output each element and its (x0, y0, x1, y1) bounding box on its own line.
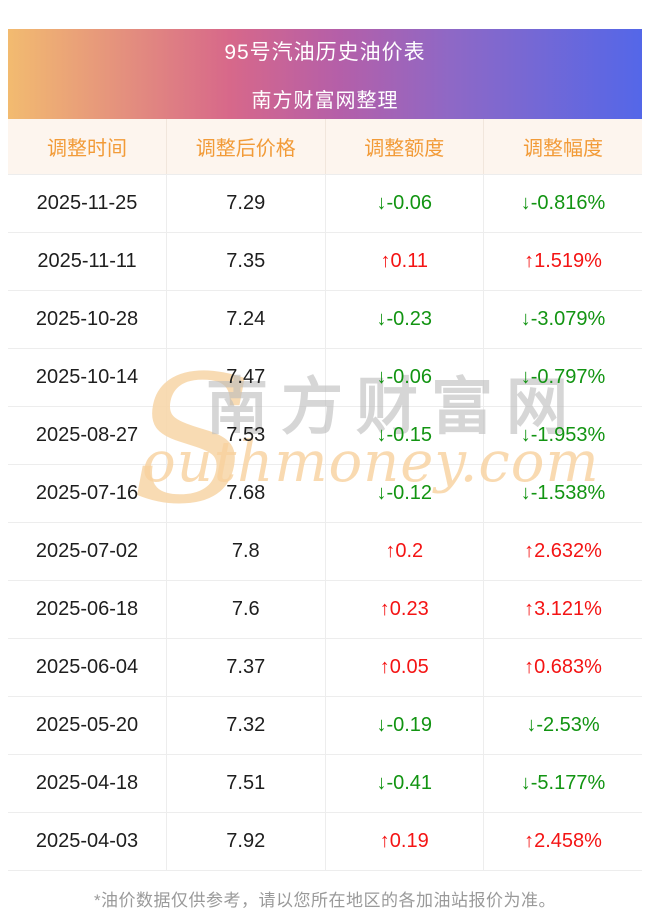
price-table: 调整时间 调整后价格 调整额度 调整幅度 2025-11-25 7.29 ↓-0… (8, 119, 642, 871)
cell-pct: ↑2.632% (483, 522, 642, 581)
cell-pct: ↓-0.816% (483, 174, 642, 233)
cell-change: ↑0.2 (325, 522, 484, 581)
cell-date: 2025-04-18 (8, 754, 167, 813)
cell-change: ↑0.05 (325, 638, 484, 697)
cell-change: ↑0.11 (325, 232, 484, 291)
cell-pct: ↑2.458% (483, 812, 642, 871)
page-subtitle: 南方财富网整理 (251, 89, 399, 112)
table-row: 2025-04-03 7.92 ↑0.19 ↑2.458% (8, 812, 642, 871)
cell-pct: ↑0.683% (483, 638, 642, 697)
col-header-price-after: 调整后价格 (166, 119, 326, 175)
cell-price: 7.29 (166, 174, 326, 233)
cell-pct: ↓-2.53% (483, 696, 642, 755)
table-row: 2025-10-28 7.24 ↓-0.23 ↓-3.079% (8, 290, 642, 349)
cell-pct: ↑3.121% (483, 580, 642, 639)
table-row: 2025-06-18 7.6 ↑0.23 ↑3.121% (8, 580, 642, 639)
cell-pct: ↑1.519% (483, 232, 642, 291)
cell-change: ↓-0.06 (325, 348, 484, 407)
col-header-adjust-amount: 调整额度 (325, 119, 484, 175)
col-header-adjust-pct: 调整幅度 (483, 119, 642, 175)
cell-price: 7.8 (166, 522, 326, 581)
cell-price: 7.68 (166, 464, 326, 523)
table-row: 2025-07-16 7.68 ↓-0.12 ↓-1.538% (8, 464, 642, 523)
table-row: 2025-07-02 7.8 ↑0.2 ↑2.632% (8, 522, 642, 581)
cell-date: 2025-06-18 (8, 580, 167, 639)
cell-price: 7.53 (166, 406, 326, 465)
cell-pct: ↓-3.079% (483, 290, 642, 349)
table-row: 2025-11-11 7.35 ↑0.11 ↑1.519% (8, 232, 642, 291)
cell-date: 2025-04-03 (8, 812, 167, 871)
cell-pct: ↓-1.538% (483, 464, 642, 523)
table-row: 2025-10-14 7.47 ↓-0.06 ↓-0.797% (8, 348, 642, 407)
cell-date: 2025-08-27 (8, 406, 167, 465)
cell-change: ↑0.19 (325, 812, 484, 871)
price-table-wrap: 调整时间 调整后价格 调整额度 调整幅度 2025-11-25 7.29 ↓-0… (8, 119, 642, 871)
cell-change: ↓-0.23 (325, 290, 484, 349)
col-header-adjust-time: 调整时间 (8, 119, 167, 175)
cell-date: 2025-07-16 (8, 464, 167, 523)
table-header: 调整时间 调整后价格 调整额度 调整幅度 (8, 119, 642, 175)
cell-change: ↑0.23 (325, 580, 484, 639)
cell-price: 7.51 (166, 754, 326, 813)
cell-change: ↓-0.19 (325, 696, 484, 755)
banner: 95号汽油历史油价表 南方财富网整理 (8, 29, 642, 119)
table-body: 2025-11-25 7.29 ↓-0.06 ↓-0.816% 2025-11-… (8, 174, 642, 871)
cell-price: 7.32 (166, 696, 326, 755)
cell-price: 7.35 (166, 232, 326, 291)
cell-date: 2025-10-28 (8, 290, 167, 349)
cell-change: ↓-0.15 (325, 406, 484, 465)
cell-price: 7.92 (166, 812, 326, 871)
cell-change: ↓-0.12 (325, 464, 484, 523)
cell-date: 2025-10-14 (8, 348, 167, 407)
cell-price: 7.24 (166, 290, 326, 349)
cell-change: ↓-0.41 (325, 754, 484, 813)
cell-price: 7.37 (166, 638, 326, 697)
cell-date: 2025-05-20 (8, 696, 167, 755)
cell-change: ↓-0.06 (325, 174, 484, 233)
cell-date: 2025-11-11 (8, 232, 167, 291)
cell-pct: ↓-5.177% (483, 754, 642, 813)
disclaimer-note: *油价数据仅供参考，请以您所在地区的各加油站报价为准。 (93, 891, 557, 910)
table-row: 2025-08-27 7.53 ↓-0.15 ↓-1.953% (8, 406, 642, 465)
table-row: 2025-05-20 7.32 ↓-0.19 ↓-2.53% (8, 696, 642, 755)
table-row: 2025-11-25 7.29 ↓-0.06 ↓-0.816% (8, 174, 642, 233)
cell-price: 7.47 (166, 348, 326, 407)
header-row: 调整时间 调整后价格 调整额度 调整幅度 (8, 119, 642, 175)
cell-date: 2025-11-25 (8, 174, 167, 233)
cell-pct: ↓-1.953% (483, 406, 642, 465)
cell-date: 2025-06-04 (8, 638, 167, 697)
table-row: 2025-04-18 7.51 ↓-0.41 ↓-5.177% (8, 754, 642, 813)
cell-pct: ↓-0.797% (483, 348, 642, 407)
cell-date: 2025-07-02 (8, 522, 167, 581)
table-row: 2025-06-04 7.37 ↑0.05 ↑0.683% (8, 638, 642, 697)
cell-price: 7.6 (166, 580, 326, 639)
page-title: 95号汽油历史油价表 (224, 40, 426, 64)
